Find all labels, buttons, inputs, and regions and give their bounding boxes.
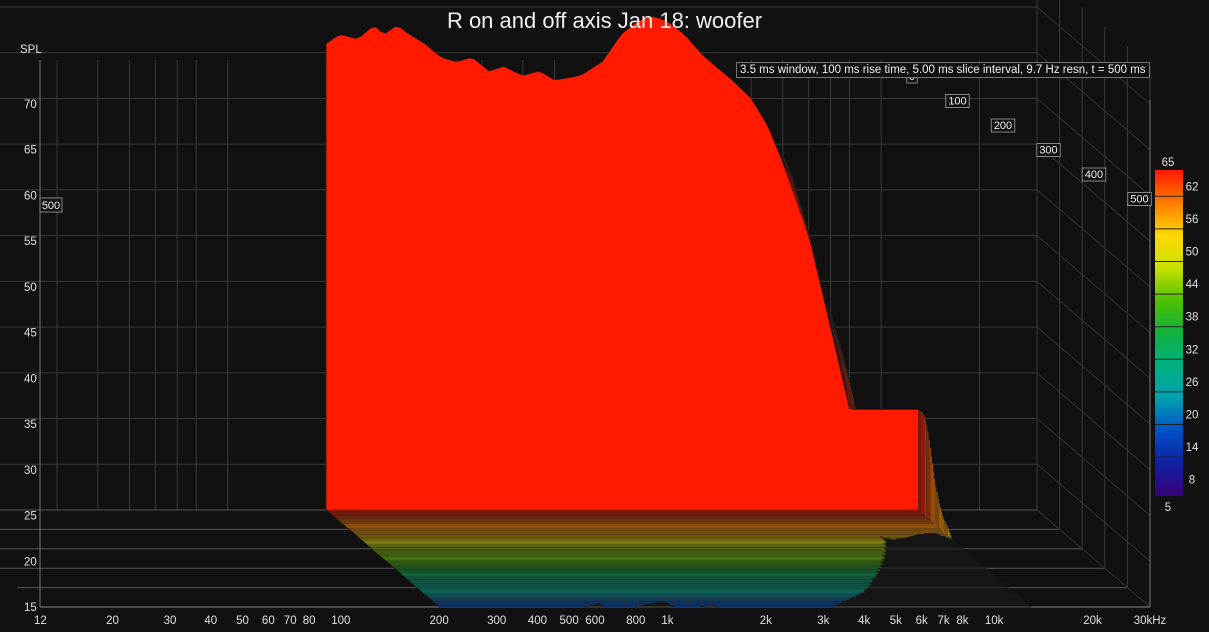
side-wall-gridline [1036, 326, 1151, 425]
color-scale-label: 62 [1186, 181, 1199, 193]
x-tick-label: 500 [560, 615, 579, 627]
time-tick-box [1036, 143, 1061, 157]
time-tick-label: 500 [1127, 192, 1152, 206]
time-tick-text: 300 [1039, 145, 1057, 157]
time-axis-box [39, 197, 63, 213]
time-axis-label: 500 [39, 197, 63, 213]
y-tick-label: 35 [24, 419, 37, 431]
color-scale-label: 14 [1186, 442, 1199, 454]
x-tick-label: 5k [890, 615, 902, 627]
side-wall-gridline [1036, 235, 1151, 334]
x-tick-label: 2k [760, 615, 772, 627]
x-tick-label: 20 [106, 615, 119, 627]
y-tick-label: 50 [24, 282, 37, 294]
side-wall-gridline [1036, 143, 1151, 242]
side-wall-gridline [1036, 280, 1151, 379]
color-scale-label: 26 [1186, 377, 1199, 389]
x-tick-label: 70 [284, 615, 297, 627]
color-scale-max: 65 [1162, 157, 1175, 169]
time-tick-text: 400 [1085, 169, 1103, 181]
time-tick-box [945, 94, 970, 108]
y-tick-label: 45 [24, 328, 37, 340]
y-axis-label: SPL [20, 44, 42, 56]
color-scale-label: 20 [1186, 410, 1199, 422]
time-tick-label: 400 [1081, 167, 1107, 182]
y-tick-label: 70 [24, 99, 37, 111]
time-tick-box [1127, 192, 1152, 206]
y-tick-label: 60 [24, 190, 37, 202]
y-tick-label: 55 [24, 236, 37, 248]
x-tick-label: 1k [661, 615, 673, 627]
color-scale-bar [1155, 170, 1183, 496]
waterfall-surface [325, 16, 1032, 608]
color-scale-label: 50 [1186, 247, 1199, 259]
x-tick-label: 4k [858, 615, 870, 627]
y-tick-label: 15 [24, 602, 37, 614]
time-tick-text: 100 [948, 96, 966, 108]
side-wall-gridline [1036, 189, 1151, 288]
x-tick-label: 800 [626, 615, 645, 627]
x-tick-label: 8k [956, 615, 968, 627]
color-scale-min: 5 [1165, 502, 1171, 514]
side-wall-gridline [1036, 463, 1151, 562]
side-wall-gridline [1036, 98, 1151, 196]
x-tick-label: 60 [262, 615, 275, 627]
y-tick-label: 25 [24, 511, 37, 523]
time-tick-box [1081, 167, 1107, 182]
x-tick-label: 80 [303, 615, 316, 627]
x-tick-label: 30kHz [1134, 615, 1167, 627]
x-tick-label: 600 [585, 615, 604, 627]
y-tick-label: 40 [24, 373, 37, 385]
x-tick-label: 300 [487, 615, 506, 627]
time-tick-label: 200 [990, 118, 1016, 133]
x-tick-label: 12 [34, 615, 47, 627]
x-tick-label: 200 [430, 615, 449, 627]
color-scale-label: 44 [1186, 279, 1199, 291]
color-scale-label: 32 [1186, 344, 1199, 356]
time-tick-label: 300 [1036, 143, 1061, 157]
time-tick-text: 500 [1130, 194, 1148, 206]
x-tick-label: 400 [528, 615, 547, 627]
x-tick-label: 10k [985, 615, 1004, 627]
chart-title: R on and off axis Jan 18: woofer [446, 8, 763, 33]
side-wall-gridline [1036, 509, 1151, 608]
x-tick-label: 40 [204, 615, 217, 627]
x-tick-label: 50 [236, 615, 249, 627]
x-tick-label: 6k [916, 615, 928, 627]
x-tick-label: 3k [817, 615, 829, 627]
x-tick-label: 7k [937, 615, 949, 627]
y-tick-label: 30 [24, 465, 37, 477]
side-wall-gridline [1036, 6, 1151, 105]
time-tick-label: 100 [945, 94, 970, 108]
settings-label: 3.5 ms window, 100 ms rise time, 5.00 ms… [736, 62, 1150, 78]
time-tick-text: 200 [994, 120, 1012, 132]
time-axis-text: 500 [42, 200, 60, 212]
color-scale-label: 8 [1189, 475, 1195, 487]
x-tick-label: 100 [331, 615, 350, 627]
side-wall-gridline [1036, 372, 1151, 471]
waterfall-slice [325, 16, 919, 511]
color-scale-label: 56 [1186, 214, 1199, 226]
x-tick-label: 20k [1083, 615, 1102, 627]
y-tick-label: 65 [24, 145, 37, 157]
y-tick-label: 20 [24, 556, 37, 568]
color-scale: 65 5 62 56 50 44 38 32 26 20 14 8 [1155, 157, 1199, 514]
x-tick-label: 30 [164, 615, 177, 627]
color-scale-label: 38 [1186, 312, 1199, 324]
side-wall-gridline [1036, 418, 1151, 516]
time-tick-box [990, 118, 1016, 133]
